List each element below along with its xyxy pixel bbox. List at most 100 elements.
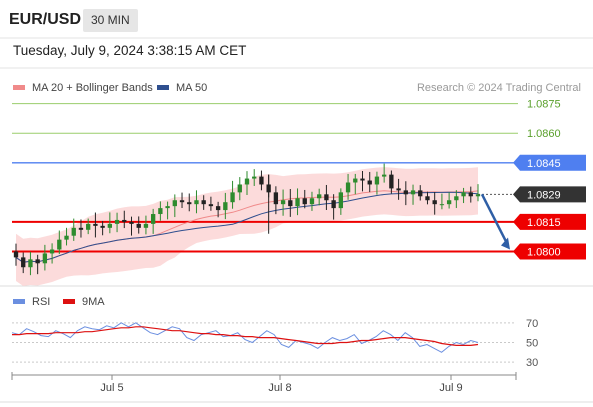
candle-body xyxy=(28,259,33,268)
ma50-line xyxy=(15,191,479,263)
candle xyxy=(64,227,69,246)
candle-body xyxy=(468,192,473,197)
candle-body xyxy=(309,198,315,205)
candle-body xyxy=(244,178,250,185)
candle-body xyxy=(57,239,62,250)
level-label-bg-1.0845 xyxy=(513,154,586,171)
candle-body xyxy=(208,204,214,207)
candle-body xyxy=(201,200,206,205)
candle-body xyxy=(295,198,300,207)
candle xyxy=(432,192,437,215)
candle xyxy=(389,170,394,194)
candle-body xyxy=(42,253,48,264)
candle-body xyxy=(129,221,134,224)
candle-body xyxy=(150,214,156,224)
candle xyxy=(367,171,372,193)
candle xyxy=(201,195,206,210)
forecast-arrow-shaft xyxy=(480,193,509,245)
legend-label-9ma: 9MA xyxy=(82,296,105,308)
level-label-bg-1.0815 xyxy=(513,213,586,230)
candle xyxy=(136,216,141,234)
candle-body xyxy=(360,178,365,181)
candle xyxy=(194,190,199,214)
candle xyxy=(86,218,91,235)
candle xyxy=(122,210,127,229)
candle xyxy=(107,212,113,234)
candle xyxy=(446,192,452,209)
candle xyxy=(317,188,322,206)
candle-body xyxy=(288,200,293,207)
candle-body xyxy=(194,200,199,205)
candle-body xyxy=(331,200,336,209)
timeframe-badge[interactable]: 30 MIN xyxy=(83,9,138,32)
candle xyxy=(360,171,365,192)
candle-body xyxy=(439,204,445,206)
candle-body xyxy=(302,198,307,205)
candle xyxy=(461,187,466,204)
time-tick-label-jul-8: Jul 8 xyxy=(268,382,291,394)
candle xyxy=(396,178,401,200)
candle xyxy=(172,194,177,218)
legend-swatch-ma50 xyxy=(157,84,169,90)
legend-label-ma20: MA 20 + Bollinger Bands xyxy=(32,82,153,94)
candle-body xyxy=(259,176,264,185)
candle xyxy=(381,163,387,183)
candle xyxy=(223,192,228,220)
price-label-layer: 1.0875 1.0860 1.0845 1.0829 1.0815 1.0800 xyxy=(513,99,586,260)
candle xyxy=(71,218,76,241)
candle xyxy=(475,184,481,202)
candle xyxy=(100,220,105,236)
level-label-1.0815: 1.0815 xyxy=(527,217,561,229)
candle xyxy=(353,173,358,195)
candle xyxy=(345,173,351,200)
bollinger-band-area xyxy=(16,167,478,286)
candle xyxy=(158,201,163,221)
candle-body xyxy=(410,190,416,195)
candle-body xyxy=(136,223,141,228)
candle-body xyxy=(317,194,322,199)
candle xyxy=(324,184,329,210)
candle-body xyxy=(49,249,55,254)
candle xyxy=(273,186,279,215)
legend-label-ma50: MA 50 xyxy=(176,82,208,94)
candle-body xyxy=(403,190,408,195)
level-lines-layer xyxy=(12,103,518,253)
candle-body xyxy=(461,192,466,197)
candle-body xyxy=(252,176,257,179)
candle-body xyxy=(389,174,394,189)
candle xyxy=(129,216,134,236)
level-label-bg-1.0829 xyxy=(513,186,586,203)
candle-body xyxy=(446,200,452,205)
candle xyxy=(179,192,185,209)
candlestick-layer xyxy=(13,163,481,276)
candle xyxy=(331,194,336,220)
legend-item-ma50: MA 50 xyxy=(157,82,207,94)
candle xyxy=(28,251,33,276)
candle-body xyxy=(280,200,286,205)
level-label-1.0845: 1.0845 xyxy=(527,158,561,170)
legend-label-rsi: RSI xyxy=(32,296,51,308)
candle-body xyxy=(143,223,149,228)
candle xyxy=(280,189,286,216)
candle xyxy=(78,219,84,238)
candle-body xyxy=(93,223,98,226)
candle xyxy=(309,191,315,211)
legend-swatch-rsi xyxy=(13,298,25,304)
chart-header: EUR/USD 30 MIN xyxy=(0,0,593,38)
candle xyxy=(425,191,430,205)
time-axis: Jul 5 Jul 8 Jul 9 xyxy=(11,372,517,394)
candle xyxy=(410,184,416,205)
candle xyxy=(230,180,235,209)
candle-body xyxy=(374,176,380,185)
candle xyxy=(374,171,380,195)
candle-body xyxy=(64,235,69,240)
legend-item-rsi: RSI xyxy=(13,296,50,308)
candle-body xyxy=(100,225,105,228)
candle xyxy=(208,196,214,211)
candle-body xyxy=(345,182,351,193)
candle-body xyxy=(187,202,192,205)
rsi-panel: 70 50 30 xyxy=(11,318,538,369)
candle-body xyxy=(35,259,40,264)
candle-body xyxy=(172,200,177,207)
